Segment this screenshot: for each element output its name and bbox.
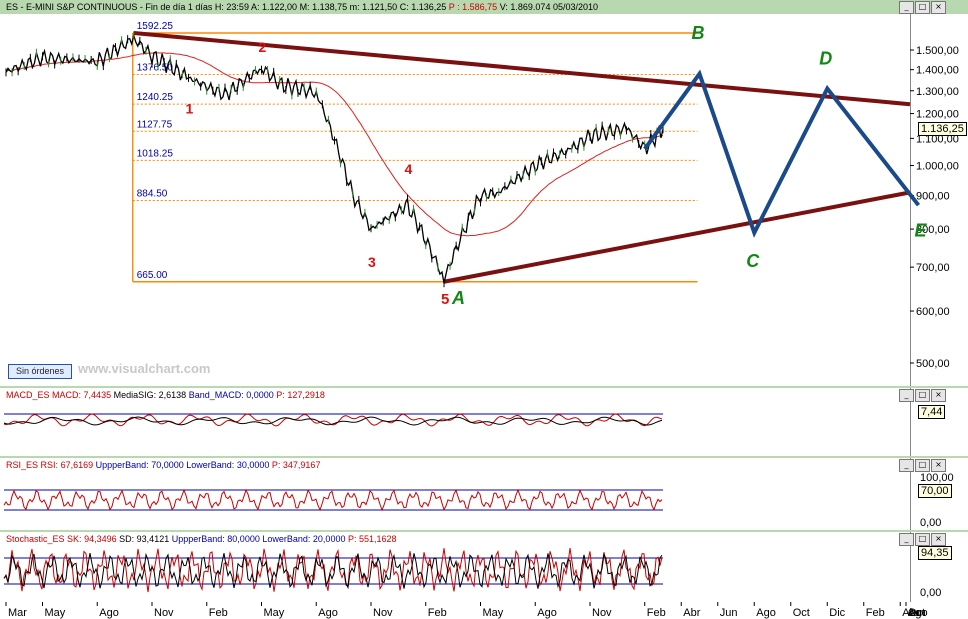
time-tick-label: Oct	[793, 607, 810, 619]
fib-level-label: 665.00	[137, 270, 168, 281]
close-icon[interactable]: ×	[931, 389, 946, 402]
time-tick-label: Feb	[647, 607, 666, 619]
minimize-icon[interactable]: _	[899, 459, 914, 472]
time-tick-label: Abr	[683, 607, 700, 619]
price-tick-label: 700,00	[916, 262, 950, 274]
price-chart: 1.500,00 1.400,00 1.300,00 1.200,00 1.100,00…	[5, 21, 959, 370]
wave-labels: 1 2 3 4 5 A B C D E	[186, 23, 928, 308]
macd-header: MACD_ES MACD: 7,4435 MediaSIG: 2,6138 Ba…	[6, 390, 325, 400]
minimize-icon[interactable]: _	[899, 389, 914, 402]
minimize-icon[interactable]: _	[899, 1, 914, 14]
price-tick-label: 600,00	[916, 306, 950, 318]
maximize-icon[interactable]: □	[915, 1, 930, 14]
price-tick-label: 1.300,00	[916, 86, 959, 98]
price-pane[interactable]	[0, 14, 910, 386]
time-tick-label: Ago	[756, 607, 776, 619]
macd-window-buttons: _ □ ×	[899, 389, 946, 402]
price-tick-label: 1.400,00	[916, 65, 959, 77]
time-tick-label: Feb	[428, 607, 447, 619]
time-tick-label: Ago	[99, 607, 119, 619]
rsi-window-buttons: _ □ ×	[899, 459, 946, 472]
stochastic-header: Stochastic_ES SK: 94,3496 SD: 93,4121 Up…	[6, 534, 397, 544]
wave-A-label: A	[451, 288, 465, 308]
price-tick-label: 900,00	[916, 191, 950, 203]
time-tick-label: Oct	[908, 607, 925, 619]
time-tick-label: May	[45, 607, 66, 619]
maximize-icon[interactable]: □	[915, 389, 930, 402]
stochastic-scale-bottom: 0,00	[920, 587, 942, 599]
wave-5-label: 5	[441, 291, 449, 308]
rsi-header: RSI_ES RSI: 67,6169 UppperBand: 70,0000 …	[6, 460, 321, 470]
fib-level-label: 1018.25	[137, 148, 174, 159]
price-tick-label: 1.500,00	[916, 45, 959, 57]
sin-ordenes-button[interactable]: Sin órdenes	[8, 364, 72, 379]
chart-header: ES - E-MINI S&P CONTINUOUS - Fin de día …	[6, 2, 599, 12]
close-icon[interactable]: ×	[931, 533, 946, 546]
price-scale	[910, 14, 968, 386]
price-tick-label: 1.000,00	[916, 161, 959, 173]
last-price-badge: 1.136,25	[918, 122, 967, 136]
price-tick-label: 800,00	[916, 224, 950, 236]
instrument-title: ES - E-MINI S&P CONTINUOUS - Fin de día …	[6, 2, 213, 12]
fib-level-label: 1240.25	[137, 92, 174, 103]
stochastic-badge: 94,35	[918, 546, 952, 560]
time-tick-label: Nov	[373, 607, 393, 619]
moving-average	[5, 52, 664, 237]
wave-E-label: E	[915, 220, 928, 240]
close-icon[interactable]: ×	[931, 459, 946, 472]
moving-average-line	[5, 52, 664, 237]
rsi-scale-bottom: 0,00	[920, 517, 942, 529]
price-tick-label: 500,00	[916, 358, 950, 370]
price-tick-label: 1.200,00	[916, 109, 959, 121]
wave-2-label: 2	[259, 39, 267, 55]
time-tick-label: Ago	[537, 607, 557, 619]
wave-4-label: 4	[405, 161, 413, 177]
fib-level-label: 1592.25	[137, 21, 174, 32]
trendlines	[133, 31, 911, 284]
macd-badge: 7,44	[918, 405, 946, 419]
rsi-badge: 70,00	[918, 484, 952, 498]
time-tick-label: Jun	[908, 607, 926, 619]
trendline-upper	[133, 31, 911, 107]
minimize-icon[interactable]: _	[899, 533, 914, 546]
wave-3-label: 3	[368, 254, 376, 270]
fib-level-label: 1376.50	[137, 62, 174, 73]
time-tick-label: Abr	[902, 607, 919, 619]
time-tick-label: May	[483, 607, 504, 619]
wave-D-label: D	[819, 49, 832, 69]
wave-1-label: 1	[186, 101, 194, 117]
time-axis: Mar May Ago Nov Feb May Ago Nov Feb May Ago Nov Feb A…	[0, 602, 968, 619]
projection-path	[643, 69, 921, 238]
time-tick-label: Mar	[8, 607, 27, 619]
time-tick-label: Dic	[829, 607, 845, 619]
time-tick-label: Nov	[592, 607, 612, 619]
time-tick-label: Ago	[908, 607, 928, 619]
close-icon[interactable]: ×	[931, 1, 946, 14]
price-series	[5, 31, 664, 288]
price-tick-label: 1.100,00	[916, 133, 959, 145]
wave-C-label: C	[746, 251, 760, 271]
time-tick-label: Feb	[866, 607, 885, 619]
maximize-icon[interactable]: □	[915, 459, 930, 472]
rsi-scale-top: 100,00	[920, 472, 954, 484]
trendline-lower	[443, 190, 911, 284]
fibonacci-retracement: 1592.25 1376.50 1240.25 1127.75 1018.25 884.5…	[132, 21, 698, 283]
fib-level-label: 1127.75	[137, 119, 173, 130]
projection-line	[643, 69, 921, 238]
time-tick-label: Nov	[154, 607, 174, 619]
price-scale-labels: 1.500,00 1.400,00 1.300,00 1.200,00 1.100,00…	[910, 45, 959, 370]
maximize-icon[interactable]: □	[915, 533, 930, 546]
time-axis-bg	[0, 602, 968, 619]
stochastic-window-buttons: _ □ ×	[899, 533, 946, 546]
wave-B-label: B	[692, 23, 705, 43]
time-tick-label: Ago	[318, 607, 338, 619]
main-window-buttons: _ □ ×	[899, 1, 946, 14]
time-tick-label: Feb	[209, 607, 228, 619]
time-tick-label: May	[264, 607, 285, 619]
watermark: www.visualchart.com	[78, 361, 211, 376]
fib-level-label: 884.50	[137, 188, 168, 199]
time-tick-label: Jun	[720, 607, 738, 619]
